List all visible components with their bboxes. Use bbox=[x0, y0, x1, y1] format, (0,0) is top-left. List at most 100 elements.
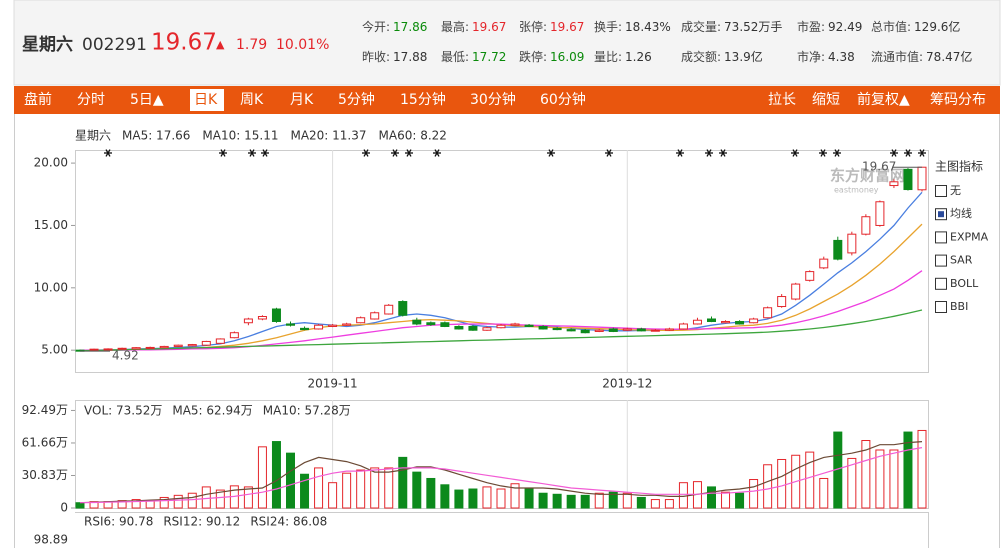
y-tick-label: 98.89 bbox=[34, 533, 68, 547]
legend-title: 星期六 bbox=[75, 129, 111, 143]
candle-body bbox=[159, 345, 169, 349]
annotation: 4.92 bbox=[112, 349, 139, 363]
stat-value: 19.67 bbox=[550, 20, 584, 34]
stat-label: 市净: bbox=[797, 49, 825, 64]
stat: 最低: 17.72 bbox=[441, 50, 506, 64]
signal-icon bbox=[706, 149, 712, 157]
volume-bar bbox=[412, 471, 422, 509]
stat: 跌停: 16.09 bbox=[519, 49, 584, 64]
candle-body bbox=[875, 201, 885, 226]
volume-bar bbox=[173, 494, 183, 509]
checkbox[interactable] bbox=[935, 231, 947, 244]
checkbox[interactable] bbox=[935, 254, 947, 267]
signal-icon bbox=[820, 149, 826, 157]
tab[interactable]: 盘前 bbox=[24, 91, 52, 108]
volume-bar bbox=[482, 486, 492, 509]
candle-body bbox=[482, 327, 492, 331]
volume-bar bbox=[735, 492, 745, 509]
volume-bar bbox=[426, 477, 436, 509]
tool[interactable]: 前复权▲ bbox=[857, 91, 910, 108]
tab[interactable]: 月K bbox=[290, 92, 314, 108]
indicator-option[interactable]: EXPMA bbox=[950, 230, 989, 243]
checkbox[interactable] bbox=[935, 185, 947, 197]
indicator-option[interactable]: BOLL bbox=[950, 277, 979, 290]
tab[interactable]: 15分钟 bbox=[400, 91, 446, 108]
tab[interactable]: 日K bbox=[194, 92, 218, 108]
volume-bar bbox=[566, 494, 576, 509]
signal-icon bbox=[548, 149, 554, 157]
indicator-option[interactable]: BBI bbox=[950, 300, 968, 313]
rsi-legend: RSI24: 86.08 bbox=[250, 515, 327, 529]
legend-item: VOL: 73.52万 bbox=[84, 404, 162, 418]
tab[interactable]: 30分钟 bbox=[470, 91, 516, 108]
stat: 换手: 18.43% bbox=[594, 20, 671, 34]
stat-label: 流通市值: bbox=[871, 49, 923, 64]
stat-value: 4.38 bbox=[828, 50, 855, 64]
candle-body bbox=[314, 324, 324, 330]
candle-body bbox=[707, 318, 716, 322]
stat-value: 129.6亿 bbox=[914, 19, 960, 34]
tab[interactable]: 5分钟 bbox=[338, 91, 375, 108]
y-tick-label: 10.00 bbox=[34, 280, 68, 294]
candle-body bbox=[636, 328, 646, 332]
volume-bar bbox=[496, 488, 506, 509]
candle-body bbox=[721, 320, 731, 324]
signal-icon bbox=[220, 149, 226, 157]
candle-body bbox=[622, 328, 632, 331]
tab[interactable]: 60分钟 bbox=[540, 91, 586, 108]
stat-value: 17.72 bbox=[472, 50, 506, 64]
candle-body bbox=[89, 348, 99, 351]
signal-icon bbox=[363, 149, 369, 157]
stat-value: 17.86 bbox=[393, 20, 427, 34]
tab[interactable]: 5日▲ bbox=[130, 92, 164, 108]
tab[interactable]: 周K bbox=[240, 92, 264, 108]
volume-bar bbox=[356, 469, 366, 509]
checkbox[interactable] bbox=[935, 301, 947, 313]
legend-item: MA5: 62.94万 bbox=[172, 404, 252, 418]
stat: 总市值: 129.6亿 bbox=[871, 19, 960, 34]
tool[interactable]: 缩短 bbox=[812, 92, 840, 108]
candle-body bbox=[678, 323, 688, 330]
candle-body bbox=[524, 324, 534, 327]
legend-item: MA10: 57.28万 bbox=[263, 404, 351, 418]
signal-icon bbox=[434, 149, 440, 157]
price-percent: 10.01% bbox=[276, 37, 329, 53]
tool[interactable]: 拉长 bbox=[768, 92, 796, 108]
signal-icon bbox=[919, 149, 925, 157]
candle-body bbox=[454, 325, 464, 330]
indicator-option[interactable]: 均线 bbox=[950, 206, 972, 220]
candle-body bbox=[917, 166, 927, 191]
candle-body bbox=[496, 324, 506, 329]
indicator-option[interactable]: 无 bbox=[950, 184, 961, 197]
volume-bar bbox=[707, 486, 716, 509]
y-tick-label: 92.49万 bbox=[22, 403, 68, 417]
stat-label: 换手: bbox=[594, 20, 622, 34]
volume-bar bbox=[622, 492, 632, 509]
candle-body bbox=[903, 168, 913, 191]
candle-body bbox=[229, 332, 239, 339]
candle-body bbox=[510, 323, 520, 326]
checkbox[interactable] bbox=[935, 277, 947, 290]
candle-body bbox=[117, 347, 127, 350]
candle-body bbox=[791, 283, 801, 300]
volume-bar bbox=[201, 486, 211, 509]
volume-bar bbox=[917, 429, 927, 509]
stock-name: 星期六 bbox=[22, 34, 73, 55]
signal-icon bbox=[392, 149, 398, 157]
indicator-option[interactable]: SAR bbox=[950, 254, 973, 267]
volume-bar bbox=[903, 431, 913, 509]
tab[interactable]: 分时 bbox=[77, 92, 105, 108]
tool[interactable]: 筹码分布 bbox=[930, 91, 986, 108]
stat-label: 成交量: bbox=[681, 19, 721, 34]
candle-body bbox=[342, 323, 352, 326]
candle-body bbox=[384, 304, 394, 315]
stat-value: 78.47亿 bbox=[926, 49, 972, 64]
stat-value: 73.52万手 bbox=[724, 20, 782, 34]
stat-value: 16.09 bbox=[550, 50, 584, 64]
candle-body bbox=[650, 329, 660, 332]
volume-bar bbox=[805, 451, 815, 509]
volume-bar bbox=[777, 458, 787, 509]
candle-body bbox=[131, 347, 141, 350]
candle-body bbox=[187, 344, 197, 347]
stat-label: 最高: bbox=[441, 19, 469, 34]
